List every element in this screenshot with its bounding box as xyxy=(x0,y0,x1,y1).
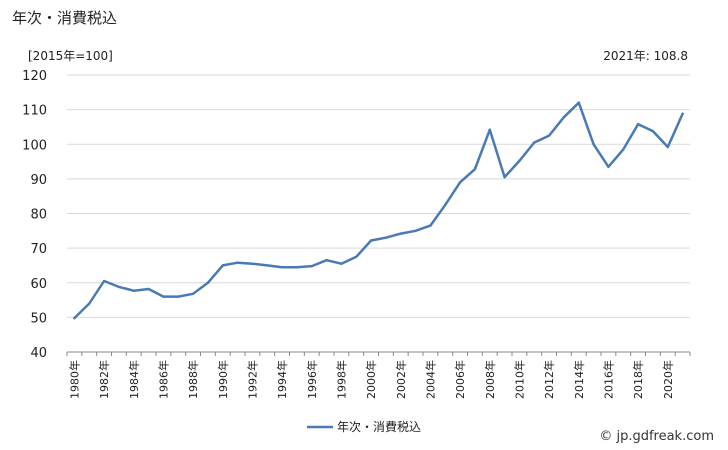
x-tick-label: 2000年 xyxy=(364,360,378,399)
data-point xyxy=(622,148,625,151)
x-tick-label: 2014年 xyxy=(572,360,586,399)
data-point xyxy=(221,264,224,267)
data-point xyxy=(132,289,135,292)
data-point xyxy=(681,112,684,115)
x-tick-label: 2006年 xyxy=(453,360,467,399)
x-tick-label: 2004年 xyxy=(423,360,437,399)
data-point xyxy=(414,229,417,233)
data-point xyxy=(369,239,373,242)
data-point xyxy=(325,259,328,262)
data-point xyxy=(251,262,254,265)
source-credit: © jp.gdfreak.com xyxy=(599,429,714,444)
data-point xyxy=(266,264,269,267)
data-point xyxy=(429,224,432,227)
data-point xyxy=(562,116,566,119)
data-point xyxy=(458,181,462,184)
x-tick-label: 1996年 xyxy=(305,360,319,399)
data-point xyxy=(547,134,551,137)
x-tick-label: 1990年 xyxy=(216,360,230,399)
data-point xyxy=(607,165,610,168)
data-point xyxy=(162,295,165,298)
data-point xyxy=(399,232,402,235)
x-tick-label: 2008年 xyxy=(483,360,497,399)
x-tick-label: 2020年 xyxy=(661,360,675,399)
series-line xyxy=(73,101,684,320)
x-tick-label: 1988年 xyxy=(186,360,200,399)
y-tick-label: 100 xyxy=(22,138,47,153)
legend: 年次・消費税込 xyxy=(307,419,421,434)
data-point xyxy=(191,292,195,296)
data-point xyxy=(503,175,506,179)
data-point xyxy=(206,281,210,284)
x-tick-label: 2002年 xyxy=(394,360,408,399)
series-layer xyxy=(73,101,684,320)
grid-layer xyxy=(67,74,690,318)
data-point xyxy=(295,265,299,269)
y-tick-label: 120 xyxy=(22,69,47,84)
data-point xyxy=(340,262,343,265)
x-tick-label: 1992年 xyxy=(245,360,259,399)
data-point xyxy=(384,236,388,239)
y-tick-label: 40 xyxy=(30,346,47,361)
x-tick-label: 1982年 xyxy=(97,360,111,399)
unit-label: [2015年=100] xyxy=(28,49,113,63)
chart-title: 年次・消費税込 xyxy=(12,9,118,27)
y-tick-label: 60 xyxy=(30,277,47,292)
x-tick-label: 2016年 xyxy=(601,360,615,399)
data-point xyxy=(102,279,106,283)
data-point xyxy=(73,316,76,320)
data-point xyxy=(592,143,595,146)
y-tick-label: 110 xyxy=(22,104,47,119)
y-tick-label: 80 xyxy=(30,208,47,223)
data-point xyxy=(88,302,91,305)
data-point xyxy=(236,261,239,264)
x-tick-label: 2018年 xyxy=(631,360,645,399)
data-point xyxy=(444,203,447,207)
y-tick-label: 90 xyxy=(30,173,47,188)
x-tick-label: 1984年 xyxy=(127,360,141,399)
y-tick-label: 70 xyxy=(30,242,47,257)
data-point xyxy=(310,264,313,268)
data-point xyxy=(651,129,655,133)
x-tick-label: 1994年 xyxy=(275,360,289,399)
axis-layer: 40 50 60 70 80 90 100 110 120 1980年 1982年 1984年 1986… xyxy=(22,69,691,399)
data-point xyxy=(518,159,521,163)
data-point xyxy=(147,287,150,291)
data-point xyxy=(666,145,669,149)
data-point xyxy=(177,295,180,298)
data-point xyxy=(488,128,491,131)
y-tick-label: 50 xyxy=(30,311,47,326)
x-tick-label: 1986年 xyxy=(156,360,170,399)
data-point xyxy=(355,255,358,258)
legend-label: 年次・消費税込 xyxy=(337,419,421,434)
x-tick-label: 2012年 xyxy=(542,360,556,399)
data-point xyxy=(280,265,284,269)
x-tick-label: 1998年 xyxy=(334,360,348,399)
x-tick-label: 2010年 xyxy=(512,360,526,399)
data-point xyxy=(636,122,640,126)
data-point xyxy=(577,101,580,104)
data-point xyxy=(473,167,477,171)
data-point xyxy=(533,141,536,144)
latest-value-label: 2021年: 108.8 xyxy=(603,49,688,63)
data-point xyxy=(117,285,121,289)
x-tick-label: 1980年 xyxy=(67,360,81,399)
